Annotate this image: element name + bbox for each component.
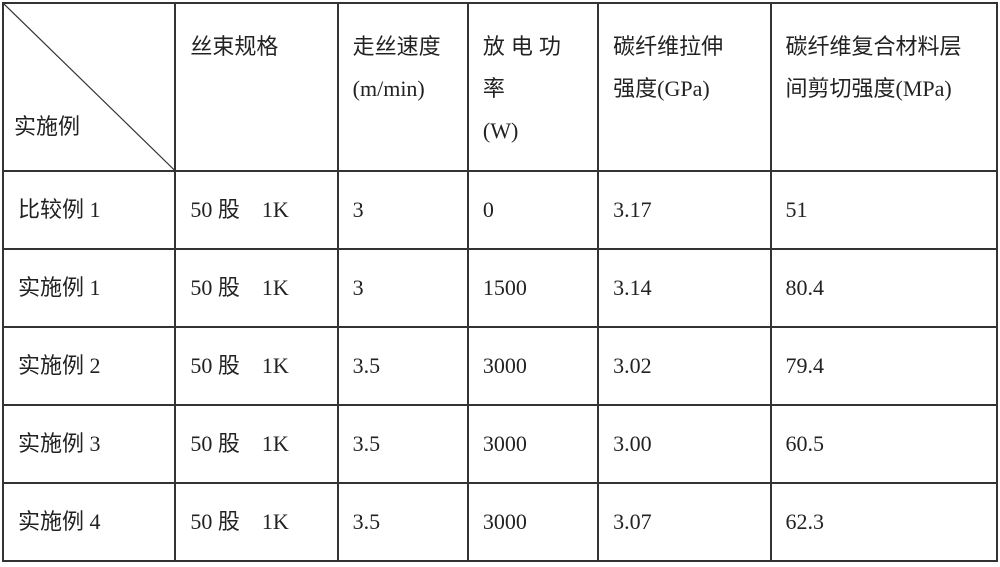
- cell-shear: 79.4: [771, 327, 998, 405]
- header-cell-tow-spec: 丝束规格: [175, 3, 337, 171]
- header-shear-l1: 碳纤维复合材料层: [786, 26, 983, 68]
- header-wire-speed-l2: (m/min): [353, 68, 453, 110]
- header-cell-tensile: 碳纤维拉伸 强度(GPa): [598, 3, 770, 171]
- table-row: 比较例 1 50 股 1K 3 0 3.17 51: [3, 171, 997, 249]
- cell-wire-speed: 3.5: [338, 327, 468, 405]
- header-tensile-l1: 碳纤维拉伸: [613, 26, 755, 68]
- header-cell-power: 放电功率 (W): [468, 3, 598, 171]
- header-shear-l2: 间剪切强度(MPa): [786, 68, 983, 110]
- cell-tow-spec: 50 股 1K: [175, 483, 337, 561]
- table-row: 实施例 1 50 股 1K 3 1500 3.14 80.4: [3, 249, 997, 327]
- header-power-l1: 放电功率: [483, 26, 583, 110]
- cell-example: 实施例 4: [3, 483, 175, 561]
- cell-tensile: 3.07: [598, 483, 770, 561]
- cell-tensile: 3.17: [598, 171, 770, 249]
- cell-power: 0: [468, 171, 598, 249]
- cell-wire-speed: 3: [338, 171, 468, 249]
- table-row: 实施例 2 50 股 1K 3.5 3000 3.02 79.4: [3, 327, 997, 405]
- table-row: 实施例 4 50 股 1K 3.5 3000 3.07 62.3: [3, 483, 997, 561]
- header-row-label: 实施例: [14, 106, 80, 148]
- cell-power: 3000: [468, 483, 598, 561]
- header-cell-shear: 碳纤维复合材料层 间剪切强度(MPa): [771, 3, 998, 171]
- cell-tow-spec: 50 股 1K: [175, 405, 337, 483]
- cell-shear: 62.3: [771, 483, 998, 561]
- cell-tow-spec: 50 股 1K: [175, 249, 337, 327]
- cell-tensile: 3.14: [598, 249, 770, 327]
- cell-example: 实施例 3: [3, 405, 175, 483]
- header-power-l2: (W): [483, 110, 583, 152]
- cell-power: 3000: [468, 327, 598, 405]
- cell-shear: 60.5: [771, 405, 998, 483]
- header-wire-speed-l1: 走丝速度: [353, 26, 453, 68]
- cell-tow-spec: 50 股 1K: [175, 171, 337, 249]
- header-cell-wire-speed: 走丝速度 (m/min): [338, 3, 468, 171]
- data-table: 实施例 丝束规格 走丝速度 (m/min) 放电功率 (W) 碳纤维拉伸 强度(…: [2, 2, 998, 562]
- cell-tensile: 3.02: [598, 327, 770, 405]
- cell-power: 3000: [468, 405, 598, 483]
- header-cell-diagonal: 实施例: [3, 3, 175, 171]
- cell-example: 实施例 1: [3, 249, 175, 327]
- cell-wire-speed: 3.5: [338, 483, 468, 561]
- cell-shear: 51: [771, 171, 998, 249]
- cell-power: 1500: [468, 249, 598, 327]
- table-row: 实施例 3 50 股 1K 3.5 3000 3.00 60.5: [3, 405, 997, 483]
- header-tensile-l2: 强度(GPa): [613, 68, 755, 110]
- cell-tow-spec: 50 股 1K: [175, 327, 337, 405]
- cell-example: 实施例 2: [3, 327, 175, 405]
- cell-example: 比较例 1: [3, 171, 175, 249]
- table-header-row: 实施例 丝束规格 走丝速度 (m/min) 放电功率 (W) 碳纤维拉伸 强度(…: [3, 3, 997, 171]
- cell-wire-speed: 3: [338, 249, 468, 327]
- header-tow-spec-l1: 丝束规格: [190, 26, 322, 68]
- cell-tensile: 3.00: [598, 405, 770, 483]
- cell-wire-speed: 3.5: [338, 405, 468, 483]
- cell-shear: 80.4: [771, 249, 998, 327]
